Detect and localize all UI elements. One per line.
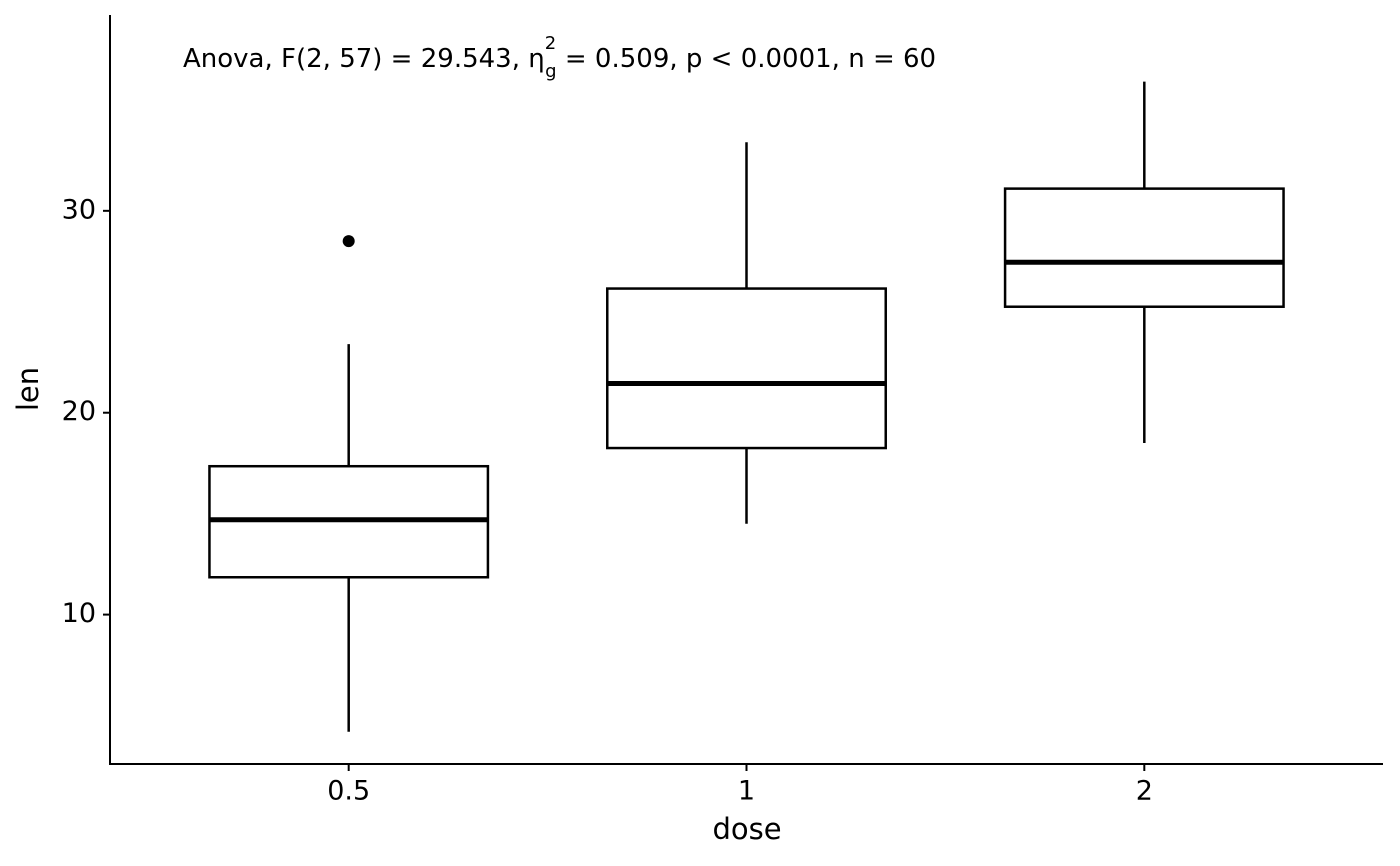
x-tick-label: 2: [1136, 776, 1153, 807]
annotation-text: = 0.509, p < 0.0001, n = 60: [557, 44, 936, 74]
y-axis-title: len: [11, 367, 45, 411]
box: [606, 287, 887, 450]
annotation-text: Anova, F(2, 57) = 29.543, η: [183, 44, 545, 74]
outlier: [342, 235, 355, 248]
annotation: Anova, F(2, 57) = 29.543, η2 g = 0.509, p…: [183, 33, 936, 82]
y-tick-label: 10: [62, 598, 96, 629]
x-tick-label: 0.5: [327, 776, 370, 807]
x-tick-label: 1: [738, 776, 755, 807]
box: [1003, 187, 1285, 308]
annotation-sup: 2: [545, 33, 556, 54]
x-axis-title: dose: [712, 812, 781, 846]
y-tick-label: 20: [62, 396, 96, 427]
y-tick-label: 30: [62, 194, 96, 225]
annotation-sub: g: [545, 61, 556, 82]
